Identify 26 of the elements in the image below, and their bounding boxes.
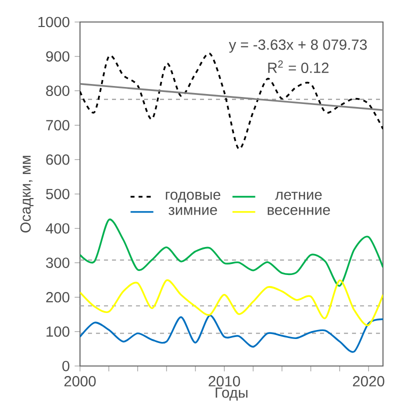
line-series xyxy=(80,52,383,150)
line-series xyxy=(80,218,383,287)
legend-label: летние xyxy=(275,192,322,200)
y-tick-label: 300 xyxy=(46,258,70,268)
x-axis-title: Годы xyxy=(216,388,248,401)
y-tick-label: 200 xyxy=(46,292,70,302)
annotation: y = -3.63x + 8 079.73 xyxy=(228,39,367,53)
y-tick-label: 1000 xyxy=(38,16,70,28)
line-series xyxy=(80,314,383,353)
y-tick-label: 100 xyxy=(46,326,70,337)
legend-label: годовые xyxy=(166,192,220,203)
x-tick-label: 2010 xyxy=(208,376,240,386)
x-tick-label: 2020 xyxy=(352,376,384,386)
y-tick-label: 400 xyxy=(46,223,70,234)
legend-label: весенние xyxy=(268,206,330,216)
y-tick-label: 600 xyxy=(46,154,70,165)
y-tick-label: 0 xyxy=(62,360,70,372)
y-tick-label: 500 xyxy=(46,188,70,200)
annotation: R$^{2}$ = 0.12 xyxy=(268,60,329,74)
y-tick-label: 800 xyxy=(46,86,70,96)
y-axis-title: Осадки, мм xyxy=(20,156,34,233)
line-series xyxy=(80,279,383,326)
x-tick-label: 2000 xyxy=(64,376,96,386)
y-tick-label: 900 xyxy=(46,51,70,62)
y-tick-label: 700 xyxy=(46,120,70,130)
legend-label: зимние xyxy=(168,206,217,216)
